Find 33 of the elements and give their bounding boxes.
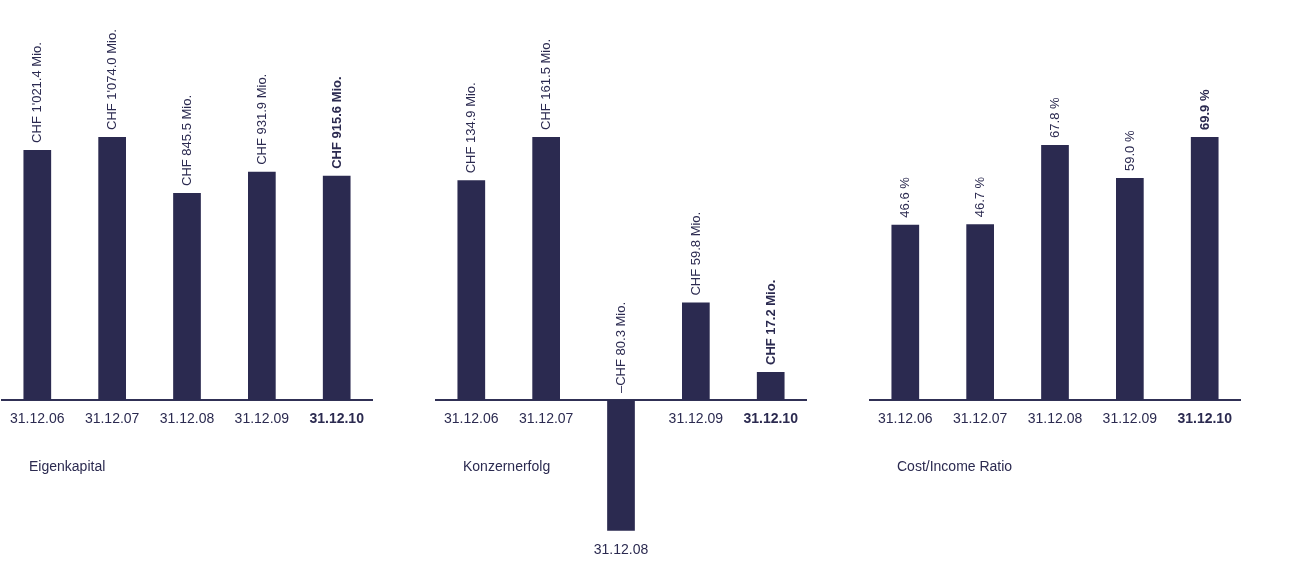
- x-axis-title: Eigenkapital: [29, 458, 106, 474]
- x-tick-label: 31.12.07: [518, 410, 574, 426]
- data-label: CHF 1'021.4 Mio.: [29, 42, 45, 143]
- x-tick-label: 31.12.06: [878, 410, 933, 426]
- data-label: CHF 845.5 Mio.: [179, 94, 194, 186]
- data-label: 67.8 %: [1047, 96, 1062, 138]
- data-label: CHF 1'074.0 Mio.: [104, 29, 120, 130]
- x-tick-label: 31.12.09: [1102, 410, 1158, 426]
- x-tick-label: 31.12.08: [593, 540, 649, 557]
- data-label: 69.9 %: [1196, 89, 1212, 130]
- data-label: CHF 931.9 Mio.: [253, 73, 269, 165]
- x-tick-label: 31.12.06: [10, 410, 65, 426]
- data-label: CHF 17.2 Mio.: [762, 279, 778, 365]
- x-tick-label: 31.12.10: [1177, 410, 1233, 426]
- x-tick-label: 31.12.07: [84, 410, 140, 426]
- x-tick-label: 31.12.10: [309, 410, 365, 426]
- x-tick-label: 31.12.06: [444, 410, 499, 426]
- x-tick-label: 31.12.09: [234, 410, 290, 426]
- x-axis-title: Konzernerfolg: [463, 458, 551, 474]
- x-tick-label: 31.12.09: [668, 410, 724, 426]
- data-label: CHF 915.6 Mio.: [328, 76, 344, 169]
- data-label: –CHF 80.3 Mio.: [613, 301, 628, 393]
- x-tick-label: 31.12.10: [743, 410, 799, 426]
- x-tick-label: 31.12.07: [952, 410, 1008, 426]
- data-label: 59.0 %: [1121, 130, 1137, 172]
- data-label: CHF 59.8 Mio.: [687, 211, 703, 296]
- data-label: CHF 134.9 Mio.: [463, 82, 479, 174]
- x-axis-title: Cost/Income Ratio: [897, 458, 1013, 474]
- x-tick-label: 31.12.08: [159, 410, 215, 426]
- data-label: CHF 161.5 Mio.: [538, 38, 554, 130]
- x-tick-label: 31.12.08: [1027, 410, 1083, 426]
- data-label: 46.7 %: [972, 176, 988, 218]
- data-label: 46.6 %: [897, 176, 913, 218]
